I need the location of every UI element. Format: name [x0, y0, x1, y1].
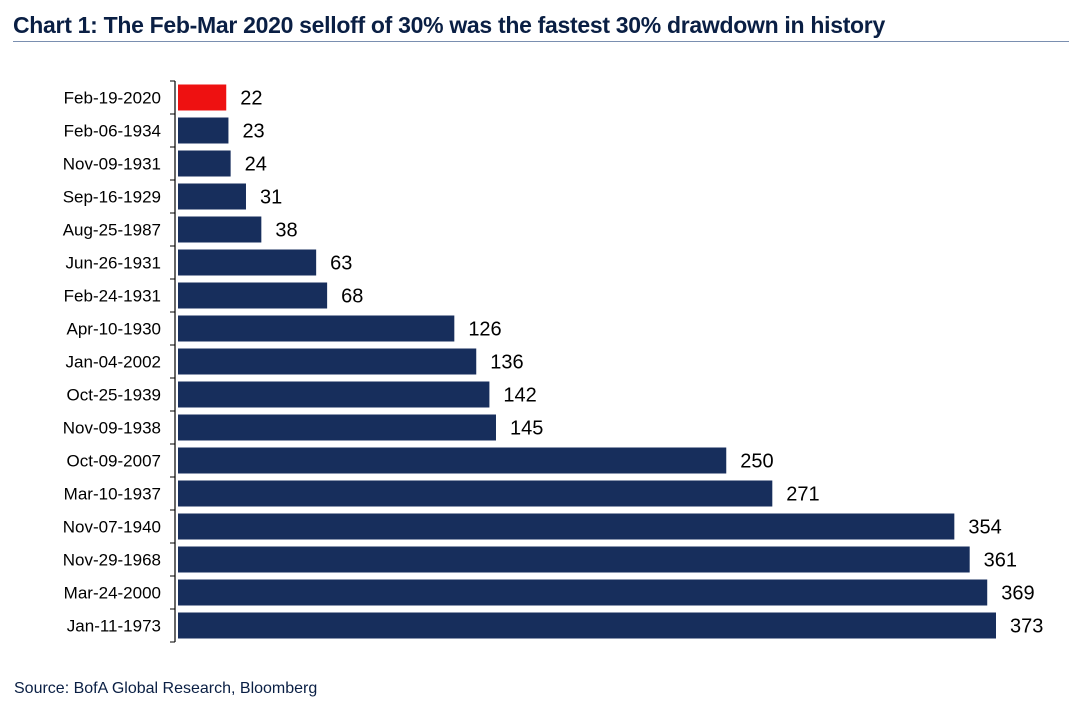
y-tick-label: Nov-09-1931 [63, 155, 161, 174]
bar [178, 84, 227, 111]
data-label: 22 [240, 88, 262, 110]
data-label: 369 [1001, 583, 1034, 605]
y-tick-label: Oct-25-1939 [67, 386, 162, 405]
y-tick-label: Aug-25-1987 [63, 221, 161, 240]
y-tick-label: Mar-24-2000 [64, 584, 161, 603]
data-label: 142 [503, 385, 536, 407]
data-label: 68 [341, 286, 363, 308]
bar [178, 447, 727, 474]
bar [178, 348, 477, 375]
bar [178, 216, 262, 243]
data-label: 38 [275, 220, 297, 242]
bar [178, 414, 496, 441]
y-tick-label: Sep-16-1929 [63, 188, 161, 207]
data-label: 361 [984, 550, 1017, 572]
y-tick-label: Mar-10-1937 [64, 485, 161, 504]
data-label: 250 [740, 451, 773, 473]
bar [178, 183, 246, 210]
data-label: 126 [468, 319, 501, 341]
y-tick-label: Nov-07-1940 [63, 518, 161, 537]
y-tick-label: Jun-26-1931 [66, 254, 161, 273]
bar [178, 117, 229, 144]
data-label: 136 [490, 352, 523, 374]
data-label: 24 [245, 154, 267, 176]
data-label: 354 [968, 517, 1001, 539]
y-tick-label: Oct-09-2007 [67, 452, 162, 471]
bar [178, 381, 490, 408]
bar [178, 315, 455, 342]
bar [178, 513, 955, 540]
y-tick-label: Feb-06-1934 [64, 122, 161, 141]
bar [178, 480, 773, 507]
title-divider [13, 41, 1069, 42]
chart-title: Chart 1: The Feb-Mar 2020 selloff of 30%… [13, 12, 885, 38]
data-label: 145 [510, 418, 543, 440]
bar [178, 150, 231, 177]
bar [178, 579, 988, 606]
bar [178, 546, 970, 573]
y-tick-label: Nov-09-1938 [63, 419, 161, 438]
bar [178, 249, 317, 276]
y-tick-label: Feb-19-2020 [64, 89, 161, 108]
y-tick-label: Jan-04-2002 [66, 353, 161, 372]
data-label: 373 [1010, 616, 1043, 638]
data-label: 23 [242, 121, 264, 143]
y-tick-label: Feb-24-1931 [64, 287, 161, 306]
data-label: 63 [330, 253, 352, 275]
bar [178, 282, 328, 309]
bar [178, 612, 996, 639]
y-tick-label: Nov-29-1968 [63, 551, 161, 570]
source-note: Source: BofA Global Research, Bloomberg [14, 680, 318, 697]
y-tick-label: Apr-10-1930 [66, 320, 161, 339]
y-tick-label: Jan-11-1973 [67, 617, 161, 636]
data-label: 271 [786, 484, 819, 506]
data-label: 31 [260, 187, 282, 209]
